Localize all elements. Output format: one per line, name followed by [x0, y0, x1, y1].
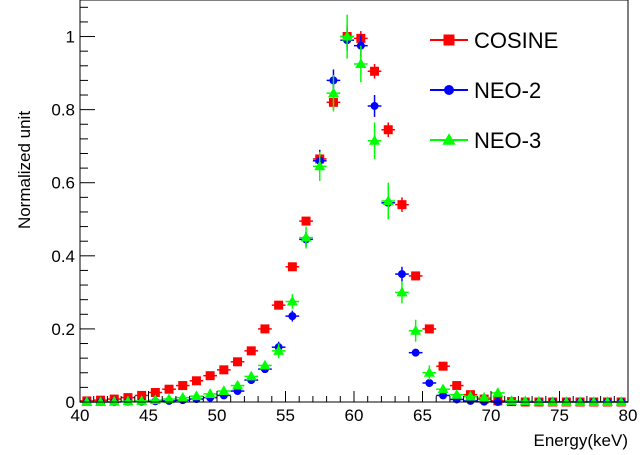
legend-label: COSINE	[474, 28, 558, 53]
data-point	[601, 396, 613, 406]
series-neo-3	[80, 14, 628, 406]
data-point	[452, 381, 462, 391]
data-point	[245, 370, 257, 381]
data-point	[370, 66, 380, 76]
data-point	[300, 231, 312, 242]
data-point	[108, 395, 120, 406]
x-axis-label: Energy(keV)	[534, 431, 628, 450]
legend-item: NEO-3	[430, 128, 541, 153]
data-point	[411, 348, 420, 357]
data-point	[233, 357, 243, 367]
data-point	[438, 361, 448, 371]
data-point	[396, 286, 408, 297]
data-point	[425, 378, 434, 387]
data-point	[370, 101, 379, 110]
data-point	[397, 270, 406, 279]
data-point	[191, 376, 201, 386]
x-tick-label: 45	[139, 406, 158, 425]
x-tick-label: 60	[345, 406, 364, 425]
x-tick-label: 65	[413, 406, 432, 425]
data-point	[219, 365, 229, 375]
y-tick-label: 0.4	[51, 247, 75, 266]
data-point	[519, 395, 531, 406]
x-tick-label: 55	[276, 406, 295, 425]
data-point	[260, 324, 270, 334]
y-tick-label: 0.2	[51, 320, 75, 339]
data-point	[232, 379, 244, 390]
legend-marker	[444, 85, 454, 95]
data-point	[205, 371, 215, 381]
x-tick-label: 75	[550, 406, 569, 425]
x-tick-label: 70	[482, 406, 501, 425]
data-point	[177, 391, 189, 402]
data-point	[478, 391, 490, 402]
data-point	[411, 271, 421, 281]
data-point	[437, 383, 449, 394]
y-tick-label: 1	[66, 28, 75, 47]
data-point	[288, 312, 297, 321]
data-point	[163, 393, 175, 404]
legend-marker	[443, 34, 455, 46]
legend-label: NEO-3	[474, 128, 541, 153]
data-point	[397, 200, 407, 210]
data-point	[273, 345, 285, 355]
data-point	[246, 346, 256, 356]
axes: 40 45 50 55 60 65 70 75 80 0 0.2 0.4 0.6 0.8 1	[51, 6, 638, 425]
data-point	[274, 300, 284, 310]
data-point	[560, 396, 572, 406]
y-tick-label: 0.6	[51, 174, 75, 193]
y-axis-label: Normalized unit	[15, 111, 34, 229]
data-point	[150, 387, 160, 397]
data-point	[301, 216, 311, 226]
data-point	[533, 395, 545, 406]
data-point	[204, 388, 216, 398]
y-tick-label: 0.8	[51, 101, 75, 120]
data-point	[423, 367, 435, 377]
data-point	[355, 58, 367, 68]
data-point	[547, 396, 559, 406]
data-point	[382, 195, 394, 205]
x-tick-label: 40	[71, 406, 90, 425]
data-point	[327, 87, 339, 98]
x-tick-label: 50	[208, 406, 227, 425]
data-point	[410, 324, 422, 335]
legend-marker	[442, 133, 456, 145]
data-point	[287, 262, 297, 272]
data-point	[588, 396, 600, 406]
data-point	[451, 388, 463, 399]
legend: COSINE NEO-2 NEO-3	[430, 28, 558, 153]
data-point	[164, 384, 174, 394]
data-point	[286, 295, 298, 306]
data-point	[615, 396, 627, 406]
data-point	[341, 30, 353, 41]
data-point	[122, 395, 134, 406]
data-point	[178, 381, 188, 391]
data-point	[314, 160, 326, 171]
data-point	[259, 359, 271, 370]
data-point	[492, 387, 504, 397]
y-tick-label: 0	[66, 393, 75, 412]
data-point	[464, 390, 476, 401]
legend-item: NEO-2	[430, 78, 541, 103]
data-point	[190, 390, 202, 401]
data-point	[439, 391, 448, 400]
data-point	[95, 396, 107, 406]
data-point	[369, 134, 381, 145]
data-point	[81, 396, 93, 406]
data-point	[424, 324, 434, 334]
data-point	[574, 396, 586, 406]
x-tick-label: 80	[619, 406, 638, 425]
data-point	[383, 125, 393, 135]
legend-label: NEO-2	[474, 78, 541, 103]
data-point	[218, 385, 230, 396]
legend-item: COSINE	[430, 28, 558, 53]
